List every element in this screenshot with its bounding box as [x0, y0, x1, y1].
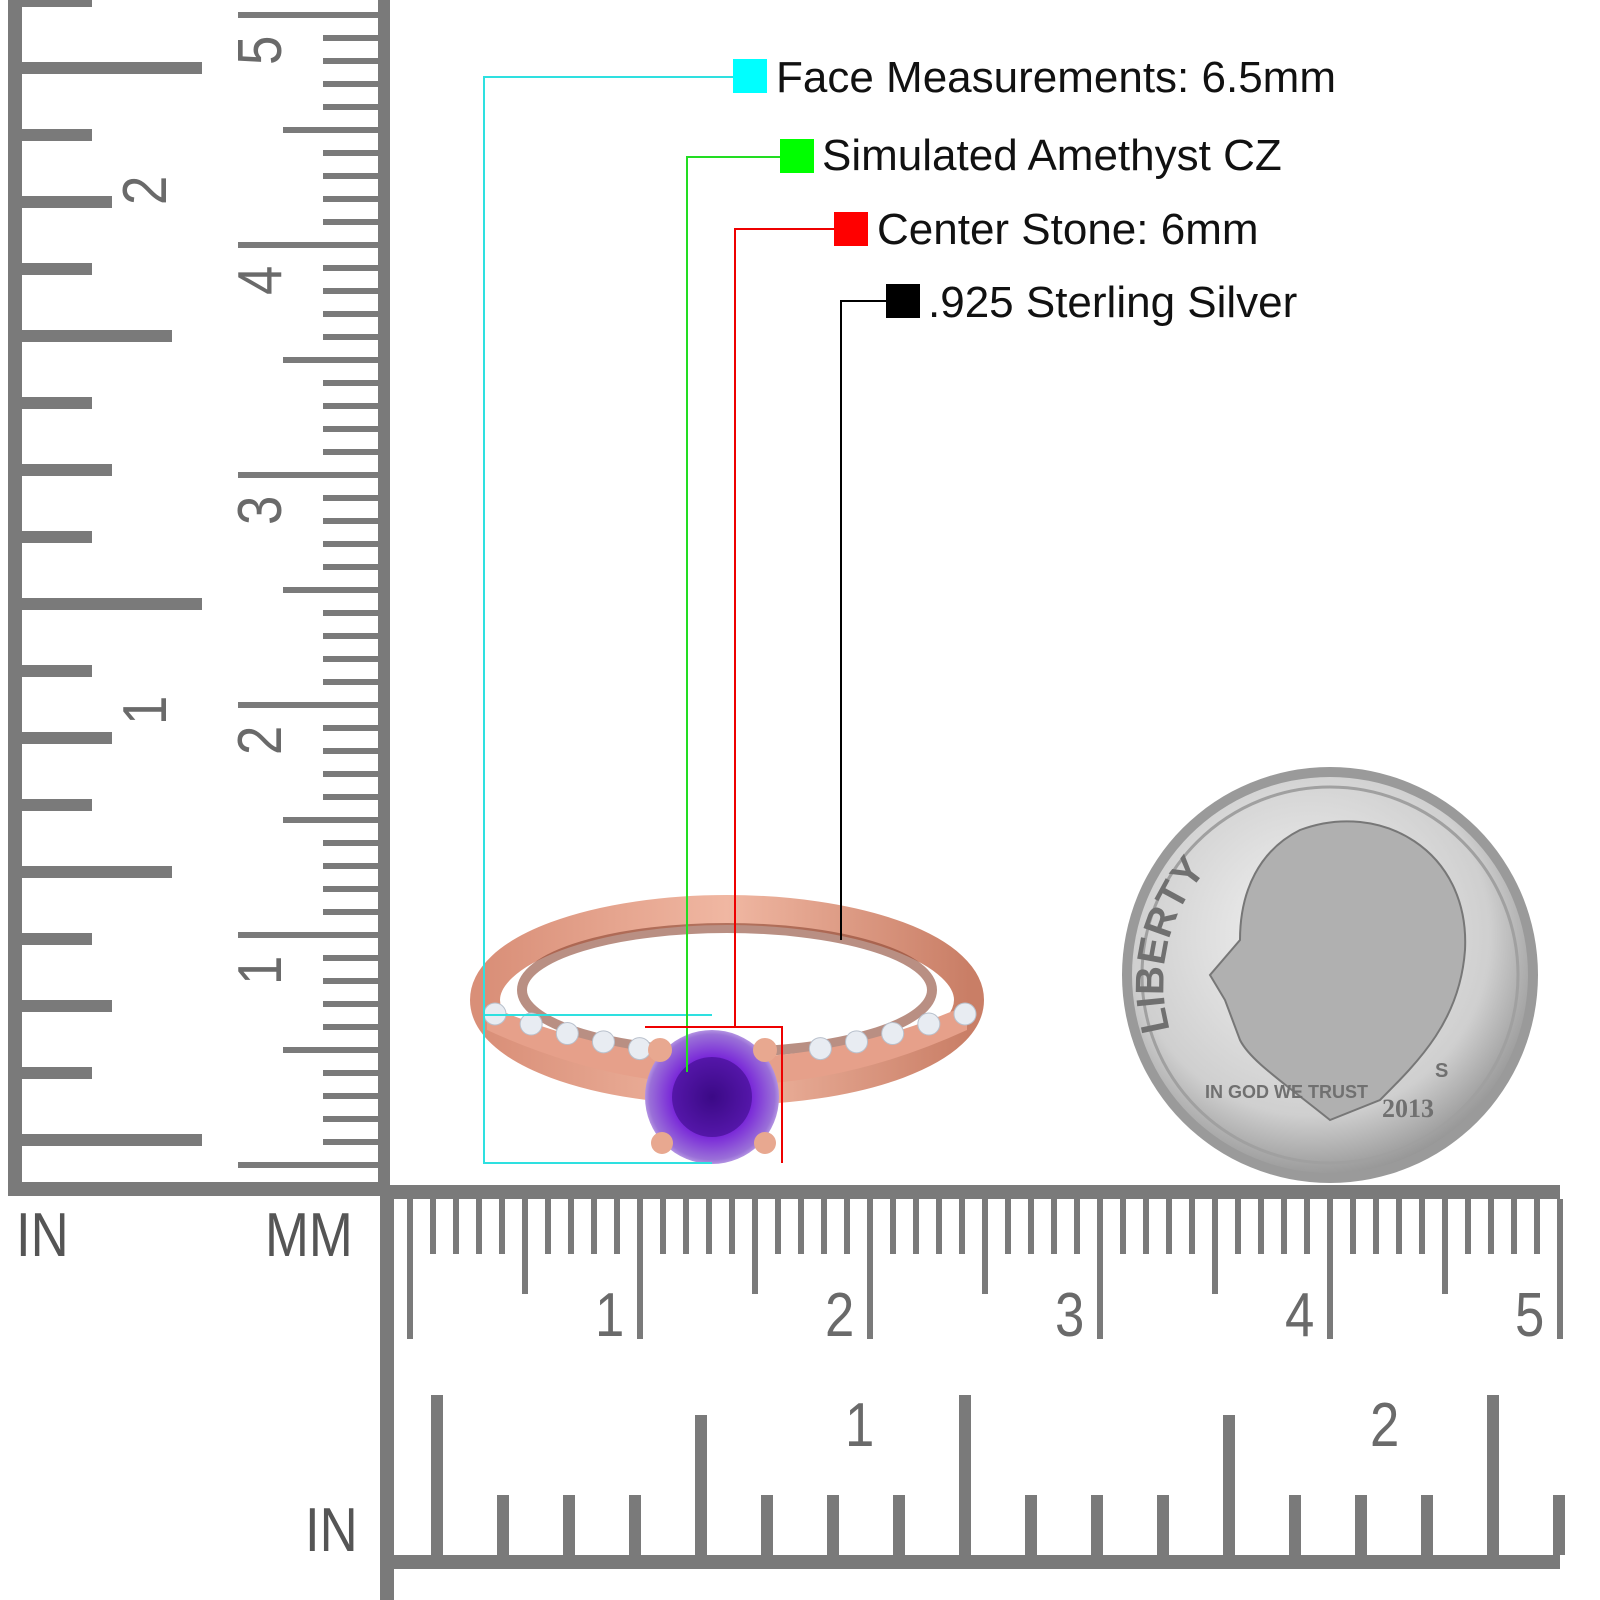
horizontal-cm-label: 2 — [825, 1281, 855, 1350]
horizontal-cm-label: 1 — [595, 1281, 625, 1350]
coin-motto: IN GOD WE TRUST — [1205, 1082, 1368, 1102]
pave-stone — [881, 1022, 905, 1046]
horizontal-ruler — [380, 1185, 1560, 1600]
callout-label: Face Measurements: 6.5mm — [776, 53, 1336, 102]
vertical-ruler — [8, 0, 390, 1196]
pave-stone — [591, 1030, 615, 1054]
coin-mint-mark: S — [1435, 1060, 1448, 1082]
vertical-cm-label: 4 — [226, 265, 295, 295]
black-legend-swatch — [886, 284, 920, 318]
vertical-ruler-inch-unit: IN — [16, 1201, 69, 1270]
vertical-cm-label: 2 — [226, 725, 295, 755]
green-legend-swatch — [780, 139, 814, 173]
pave-stone — [808, 1037, 832, 1061]
horizontal-inch-label: 1 — [845, 1391, 875, 1460]
horizontal-inch-label: 2 — [1370, 1391, 1400, 1460]
ring-image — [470, 895, 984, 1164]
callout-label: Center Stone: 6mm — [877, 205, 1259, 254]
pave-stone — [519, 1012, 543, 1036]
coin-year: 2013 — [1382, 1094, 1434, 1123]
horizontal-cm-label: 3 — [1055, 1281, 1085, 1350]
horizontal-ruler-inch-unit: IN — [305, 1496, 358, 1565]
vertical-ruler-mm-unit: MM — [265, 1201, 353, 1270]
pave-stone — [917, 1012, 941, 1036]
red-legend-swatch — [834, 212, 868, 246]
horizontal-cm-label: 4 — [1285, 1281, 1315, 1350]
pave-stone — [845, 1030, 869, 1054]
pave-stone — [628, 1037, 652, 1061]
vertical-cm-label: 1 — [226, 955, 295, 985]
vertical-inch-label: 2 — [111, 175, 180, 205]
vertical-cm-label: 3 — [226, 495, 295, 525]
cyan-legend-swatch — [733, 59, 767, 93]
horizontal-cm-label: 5 — [1515, 1281, 1545, 1350]
vertical-inch-label: 1 — [111, 695, 180, 725]
dime-coin: LIBERTY IN GOD WE TRUST 2013 S — [1122, 767, 1538, 1183]
pave-stone — [555, 1022, 579, 1046]
leader-lines — [483, 76, 902, 1164]
pave-stone — [953, 1002, 977, 1026]
callout-label: Simulated Amethyst CZ — [822, 131, 1282, 180]
callout-label: .925 Sterling Silver — [928, 278, 1298, 327]
vertical-cm-label: 5 — [226, 35, 295, 65]
